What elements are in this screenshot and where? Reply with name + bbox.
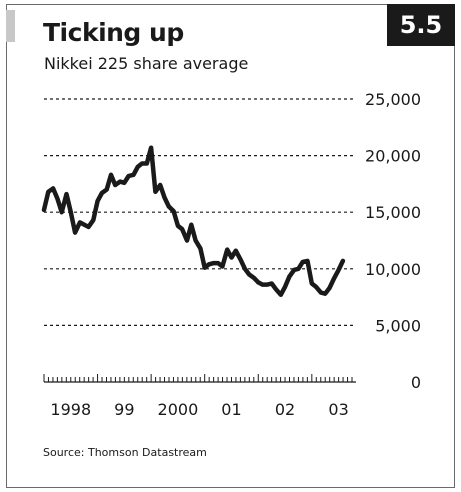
chart-frame: [6, 4, 455, 488]
y-tick-label: 15,000: [365, 203, 421, 222]
y-tick-label: 0: [411, 373, 421, 392]
accent-bar: [6, 10, 15, 42]
chart-subtitle: Nikkei 225 share average: [44, 54, 249, 73]
chart-number-badge: 5.5: [387, 4, 455, 46]
y-tick-label: 25,000: [365, 90, 421, 109]
series-layer: [41, 145, 346, 298]
y-tick-label: 10,000: [365, 260, 421, 279]
chart-title: Ticking up: [43, 18, 184, 47]
x-tick-label: 2000: [158, 400, 199, 419]
x-axis: 1998 99 2000 01 02 03: [43, 374, 356, 419]
source-note: Source: Thomson Datastream: [43, 446, 207, 459]
series-line: [41, 145, 346, 298]
x-tick-label: 1998: [50, 400, 91, 419]
y-tick-label: 20,000: [365, 147, 421, 166]
gridlines: [44, 98, 356, 326]
y-axis-ticks: 0 5,000 10,000 15,000 20,000 25,000: [365, 90, 421, 392]
x-tick-label: 01: [221, 400, 241, 419]
y-tick-label: 5,000: [375, 316, 421, 335]
x-tick-label: 99: [114, 400, 134, 419]
x-tick-label: 03: [328, 400, 348, 419]
x-tick-label: 02: [275, 400, 295, 419]
